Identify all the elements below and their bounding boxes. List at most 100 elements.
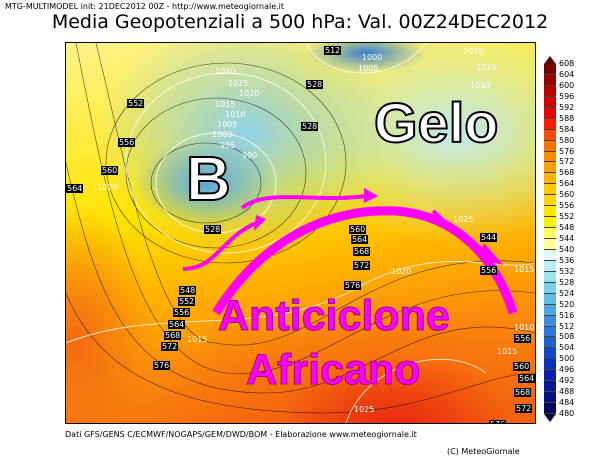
pressure-isobar-label: 1025: [228, 79, 249, 88]
colorbar-tick-label: 608: [559, 59, 575, 68]
map-title: Media Geopotenziali a 500 hPa: Val. 00Z2…: [51, 11, 549, 33]
colorbar-band: [544, 337, 556, 349]
colorbar-tick-label: 560: [559, 190, 575, 200]
colorbar-band: [544, 249, 556, 261]
colorbar-band: [544, 140, 556, 152]
geopotential-contour-label: 528: [301, 122, 319, 131]
geopotential-contour-label: 528: [306, 80, 324, 89]
colorbar-tick-label: 484: [559, 398, 575, 408]
colorbar-band: [544, 173, 556, 185]
colorbar-tick-label: 584: [559, 124, 575, 134]
pressure-isobar-label: 1020: [97, 183, 118, 192]
colorbar-band: [544, 403, 556, 414]
colorbar-tick-label: 528: [559, 277, 575, 287]
geopotential-contour-label: 560: [349, 225, 367, 234]
colorbar-band: [544, 64, 556, 75]
pressure-isobar-label: 1030: [215, 67, 236, 76]
colorbar-band: [544, 74, 556, 86]
colorbar-band: [544, 381, 556, 393]
geopotential-map: B Gelo Anticiclone Africano 552 556 560 564…: [65, 42, 536, 424]
pressure-isobar-label: 1005: [217, 120, 238, 129]
colorbar-tick-label: 572: [559, 157, 575, 167]
colorbar-tick-label: 540: [559, 244, 575, 254]
colorbar-tick-label: 520: [559, 299, 575, 309]
pressure-isobar-label: 1025: [453, 215, 474, 224]
geopotential-contour-label: 564: [66, 184, 84, 193]
pressure-isobar-label: 1015: [187, 335, 208, 344]
pressure-isobar-label: 1000: [212, 130, 233, 139]
colorbar-band: [544, 282, 556, 294]
colorbar-tick-label: 580: [559, 135, 575, 145]
geopotential-contour-label: 576: [153, 361, 171, 370]
model-info: MTG-MULTIMODEL init: 21DEC2012 00Z - htt…: [5, 2, 285, 11]
anticyclone-label-line1: Anticiclone: [218, 292, 451, 340]
pressure-isobar-label: 1020: [239, 89, 260, 98]
colorbar-band: [544, 206, 556, 218]
colorbar-band: [544, 162, 556, 174]
colorbar-band: [544, 151, 556, 163]
colorbar-tick-label: 592: [559, 102, 575, 112]
geopotential-contour-label: 576: [344, 281, 362, 290]
colorbar-tick-label: 564: [559, 179, 575, 189]
pressure-isobar-label: 1025: [476, 63, 497, 72]
pressure-isobar-label: 995: [220, 141, 236, 150]
geopotential-contour-label: 552: [178, 297, 196, 306]
colorbar-max-arrow: [544, 56, 556, 64]
geopotential-contour-label: 572: [353, 261, 371, 270]
colorbar-tick-label: 508: [559, 332, 575, 342]
geopotential-contour-label: 568: [514, 388, 532, 397]
colorbar-band: [544, 217, 556, 229]
anticyclone-label-line2: Africano: [245, 346, 421, 394]
frost-label: Gelo: [373, 91, 499, 154]
pressure-isobar-label: 1015: [497, 347, 518, 356]
colorbar-tick-label: 496: [559, 365, 575, 375]
pressure-isobar-label: 1010: [514, 323, 535, 332]
colorbar-band: [544, 392, 556, 404]
colorbar-tick-label: 568: [559, 168, 575, 178]
colorbar-tick-label: 504: [559, 343, 575, 353]
geopotential-contour-label: 512: [324, 46, 342, 55]
colorbar-band: [544, 107, 556, 119]
colorbar-tick-label: 532: [559, 266, 575, 276]
pressure-isobar-label: 990: [242, 151, 258, 160]
colorbar-band: [544, 239, 556, 250]
arrow-jet-north: [240, 194, 367, 210]
geopotential-contour-label: 572: [161, 342, 179, 351]
low-pressure-label: B: [185, 145, 232, 214]
contour-overlay: [66, 43, 535, 423]
colorbar-tick-label: 492: [559, 376, 575, 386]
geopotential-contour-label: 560: [513, 362, 531, 371]
colorbar-tick-label: 548: [559, 223, 575, 233]
colorbar-tick-label: 604: [559, 69, 575, 79]
geopotential-contour-label: 556: [118, 138, 136, 147]
colorbar-tick-label: 512: [559, 321, 575, 331]
colorbar-tick-label: 516: [559, 310, 575, 320]
colorbar: [544, 64, 556, 414]
geopotential-contour-label: 564: [351, 235, 369, 244]
pressure-isobar-label: 1025: [354, 405, 375, 414]
geopotential-contour-label: 544: [480, 233, 498, 242]
geopotential-contour-label: 556: [173, 308, 191, 317]
colorbar-tick-label: 576: [559, 146, 575, 156]
geopotential-contour-label: 556: [480, 266, 498, 275]
pressure-isobar-label: 1010: [225, 110, 246, 119]
copyright: (C) MeteoGiornale: [447, 447, 520, 456]
colorbar-band: [544, 348, 556, 360]
colorbar-tick-label: 596: [559, 91, 575, 101]
colorbar-band: [544, 184, 556, 196]
pressure-isobar-label: 1020: [391, 267, 412, 276]
colorbar-tick-label: 552: [559, 212, 575, 222]
colorbar-tick-label: 588: [559, 113, 575, 123]
geopotential-contour-label: 572: [515, 404, 533, 413]
colorbar-tick-label: 524: [559, 288, 575, 298]
arrow-jet-west: [182, 221, 257, 271]
colorbar-tick-label: 536: [559, 255, 575, 265]
pressure-isobar-label: 1005: [358, 64, 379, 73]
geopotential-contour-label: 552: [127, 99, 145, 108]
flow-arrows: [182, 188, 518, 316]
colorbar-tick-label: 600: [559, 80, 575, 90]
colorbar-tick-label: 480: [559, 409, 575, 418]
geopotential-contour-label: 568: [164, 331, 182, 340]
geopotential-contour-label: 564: [518, 374, 535, 383]
colorbar-tick-label: 500: [559, 354, 575, 364]
